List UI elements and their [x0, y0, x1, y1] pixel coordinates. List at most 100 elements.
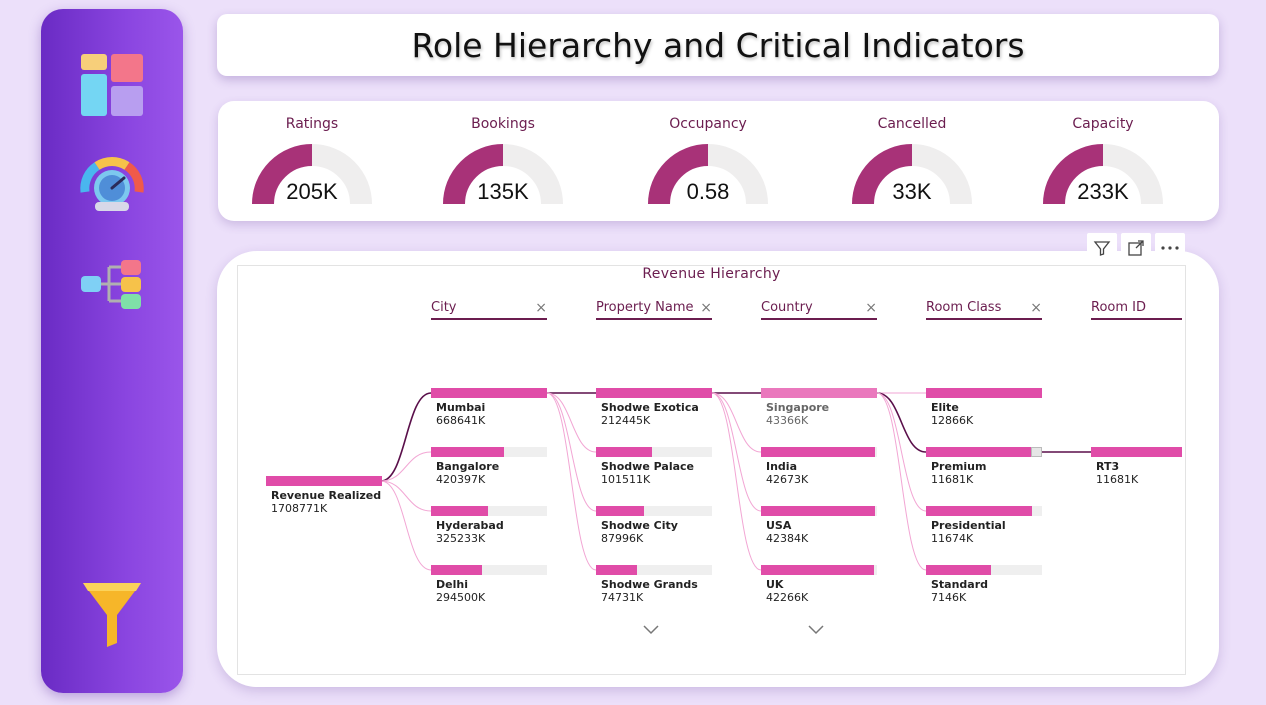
node-bar-fill — [266, 476, 382, 486]
remove-level-icon[interactable]: × — [865, 300, 877, 316]
chevron-down-icon[interactable] — [808, 620, 824, 639]
title-card: Role Hierarchy and Critical Indicators — [217, 14, 1219, 76]
tree-node-shodwe-grands[interactable]: Shodwe Grands 74731K — [596, 565, 712, 604]
tree-node-presidential[interactable]: Presidential 11674K — [926, 506, 1042, 545]
gauge-fill — [648, 144, 709, 205]
node-bar-fill — [596, 388, 712, 398]
tree-node-delhi[interactable]: Delhi 294500K — [431, 565, 547, 604]
node-bar-track — [761, 388, 877, 398]
tree-node-premium[interactable]: Premium 11681K — [926, 447, 1042, 486]
node-bar-track — [596, 388, 712, 398]
level-header-room-id[interactable]: Room ID — [1091, 300, 1182, 320]
dashboard-icon[interactable] — [81, 54, 143, 116]
level-header-label: Room ID — [1091, 300, 1146, 315]
node-label: Singapore — [766, 401, 830, 414]
node-label: Shodwe City — [601, 519, 678, 532]
more-options-icon[interactable] — [1155, 233, 1185, 263]
node-bar-fill — [926, 565, 991, 575]
remove-level-icon[interactable]: × — [700, 300, 712, 316]
page-title: Role Hierarchy and Critical Indicators — [411, 25, 1025, 65]
level-header-country[interactable]: Country × — [761, 300, 877, 320]
filter-icon[interactable] — [1087, 233, 1117, 263]
gauge-arc — [1043, 144, 1163, 205]
level-header-property-name[interactable]: Property Name × — [596, 300, 712, 320]
kpi-gauge-bookings: Bookings 135K — [423, 101, 583, 221]
node-expand-handle[interactable] — [1031, 447, 1042, 457]
node-value: 12866K — [931, 414, 974, 427]
tree-node-rt3[interactable]: RT3 11681K — [1091, 447, 1182, 486]
node-label: Premium — [931, 460, 987, 473]
node-label: India — [766, 460, 797, 473]
gauge-fill — [1043, 144, 1104, 205]
node-bar-fill — [431, 565, 483, 575]
node-label: USA — [766, 519, 792, 532]
node-label: RT3 — [1096, 460, 1120, 473]
node-bar-fill — [596, 565, 637, 575]
node-bar-fill — [926, 506, 1032, 516]
node-value: 74731K — [601, 591, 644, 604]
kpi-gauge-occupancy: Occupancy 0.58 — [628, 101, 788, 221]
focus-mode-icon[interactable] — [1121, 233, 1151, 263]
node-bar-fill — [596, 447, 652, 457]
kpi-value: 0.58 — [686, 179, 730, 204]
node-label: Bangalore — [436, 460, 500, 473]
node-bar-fill — [926, 447, 1032, 457]
level-header-label: Country — [761, 300, 813, 315]
node-bar-track — [761, 447, 877, 457]
tree-node-mumbai[interactable]: Mumbai 668641K — [431, 388, 547, 427]
decomposition-tree-frame — [237, 265, 1186, 675]
tree-root-node[interactable]: Revenue Realized 1708771K — [266, 476, 382, 515]
kpi-value: 205K — [286, 179, 338, 204]
node-bar-track — [431, 447, 547, 457]
node-bar-track — [266, 476, 382, 486]
node-label: Shodwe Exotica — [601, 401, 699, 414]
gauge-arc — [443, 144, 563, 205]
node-label: Presidential — [931, 519, 1006, 532]
node-bar-fill — [761, 565, 874, 575]
tree-node-standard[interactable]: Standard 7146K — [926, 565, 1042, 604]
kpi-value: 33K — [892, 179, 932, 204]
sidebar — [41, 9, 183, 693]
node-value: 101511K — [601, 473, 651, 486]
node-bar-track — [926, 447, 1042, 457]
filter-funnel-icon[interactable] — [81, 581, 143, 649]
remove-level-icon[interactable]: × — [535, 300, 547, 316]
node-value: 11681K — [1096, 473, 1139, 486]
tree-node-shodwe-city[interactable]: Shodwe City 87996K — [596, 506, 712, 545]
hierarchy-icon[interactable] — [81, 253, 143, 315]
level-header-room-class[interactable]: Room Class × — [926, 300, 1042, 320]
node-bar-fill — [761, 447, 875, 457]
node-bar-fill — [431, 506, 488, 516]
gauge-fill — [443, 144, 504, 205]
node-value: 42673K — [766, 473, 809, 486]
kpi-card: Ratings 205K Bookings 135K Occupancy 0.58 Canc… — [218, 101, 1219, 221]
level-header-label: Property Name — [596, 300, 694, 315]
node-label: UK — [766, 578, 784, 591]
kpi-value: 135K — [477, 179, 529, 204]
gauge-arc — [852, 144, 972, 205]
kpi-label: Cancelled — [877, 116, 947, 132]
tree-node-elite[interactable]: Elite 12866K — [926, 388, 1042, 427]
tree-node-singapore[interactable]: Singapore 43366K — [761, 388, 877, 427]
tree-node-bangalore[interactable]: Bangalore 420397K — [431, 447, 547, 486]
level-header-label: City — [431, 300, 457, 315]
chevron-down-icon[interactable] — [643, 620, 659, 639]
node-value: 11681K — [931, 473, 974, 486]
node-label: Shodwe Grands — [601, 578, 698, 591]
node-bar-track — [761, 565, 877, 575]
node-bar-fill — [1091, 447, 1182, 457]
tree-node-shodwe-exotica[interactable]: Shodwe Exotica 212445K — [596, 388, 712, 427]
node-value: 325233K — [436, 532, 486, 545]
node-bar-fill — [431, 447, 505, 457]
tree-node-usa[interactable]: USA 42384K — [761, 506, 877, 545]
remove-level-icon[interactable]: × — [1030, 300, 1042, 316]
level-header-city[interactable]: City × — [431, 300, 547, 320]
tree-node-uk[interactable]: UK 42266K — [761, 565, 877, 604]
tree-node-shodwe-palace[interactable]: Shodwe Palace 101511K — [596, 447, 712, 486]
tree-node-hyderabad[interactable]: Hyderabad 325233K — [431, 506, 547, 545]
node-bar-fill — [596, 506, 644, 516]
gauge-icon[interactable] — [79, 152, 145, 212]
tree-node-india[interactable]: India 42673K — [761, 447, 877, 486]
node-value: 7146K — [931, 591, 967, 604]
node-value: 42266K — [766, 591, 809, 604]
